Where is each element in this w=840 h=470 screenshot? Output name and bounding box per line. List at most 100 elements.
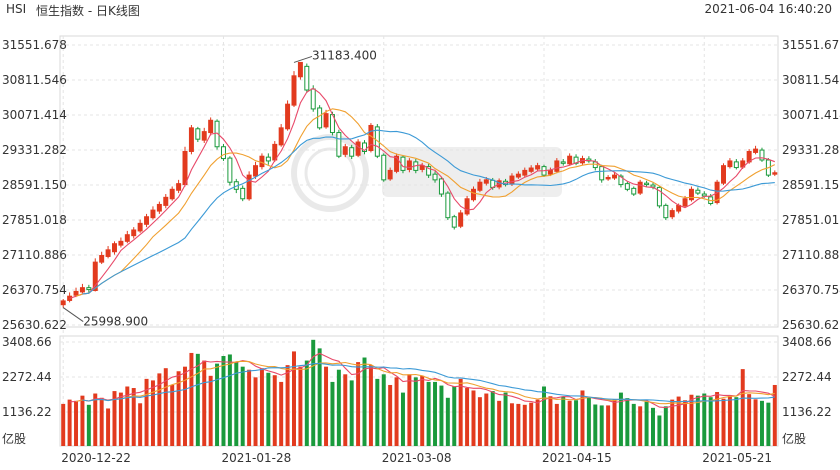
candle-body [265, 156, 271, 162]
candle-body [426, 166, 432, 176]
candle-body [285, 103, 291, 130]
price-tick-left: 25630.622 [2, 318, 67, 332]
candle-body [515, 173, 521, 178]
volume-bar [125, 386, 130, 446]
candle-body [637, 181, 643, 194]
candle-body [105, 249, 111, 257]
max-leader-line [293, 55, 313, 63]
volume-bar [644, 401, 649, 446]
volume-bar [618, 392, 623, 446]
candle-body [349, 147, 355, 157]
candle-body [432, 173, 438, 181]
price-tick-left: 28591.150 [2, 178, 67, 192]
volume-bar [170, 384, 175, 446]
volume-bar [61, 403, 66, 446]
candle-body [73, 290, 79, 296]
candle-body [753, 148, 759, 153]
volume-bar [349, 380, 354, 446]
candle-body [387, 169, 393, 180]
candle-body [156, 203, 162, 212]
volume-tick-right: 1136.22 [782, 405, 832, 419]
volume-unit-right: 亿股 [782, 431, 806, 446]
candle-body [124, 234, 130, 242]
volume-bar [734, 397, 739, 446]
volume-panel [59, 335, 779, 447]
volume-bar [400, 392, 405, 446]
volume-bar [702, 393, 707, 446]
price-tick-left: 27851.018 [2, 213, 67, 227]
candle-body [355, 141, 361, 156]
volume-bar [247, 369, 252, 446]
date-label: 2021-04-15 [542, 451, 612, 465]
price-tick-left: 30811.546 [2, 73, 67, 87]
candle-body [772, 172, 778, 175]
chart-name: 恒生指数 - 日K线图 [36, 4, 140, 18]
candle-body [176, 183, 182, 191]
candle-body [374, 126, 380, 157]
candle-body [451, 216, 457, 228]
volume-bar [272, 375, 277, 446]
candle-body [688, 188, 694, 201]
volume-bar [772, 384, 777, 446]
volume-bar [638, 406, 643, 446]
candle-body [759, 149, 765, 161]
volume-bar [586, 397, 591, 446]
volume-tick-left: 2272.44 [2, 370, 52, 384]
vol-ma20-line [82, 362, 775, 403]
price-tick-right: 31551.678 [782, 38, 840, 52]
candle-body [131, 229, 137, 237]
price-tick-left: 26370.754 [2, 283, 67, 297]
volume-bar [394, 377, 399, 446]
candle-body [201, 131, 207, 141]
volume-bar [259, 368, 264, 446]
candle-body [304, 65, 310, 91]
price-tick-right: 27110.886 [782, 248, 840, 262]
volume-bar [497, 400, 502, 446]
candle-body [567, 155, 573, 165]
ma10-line [75, 108, 776, 297]
candle-body [599, 166, 605, 181]
candle-body [605, 176, 611, 180]
candle-body [509, 175, 515, 185]
candle-body [554, 160, 560, 172]
volume-bar [86, 404, 91, 446]
volume-bar [580, 390, 585, 446]
candle-body [483, 179, 489, 184]
ma20-line [82, 129, 775, 295]
candle-body [656, 186, 662, 207]
volume-bar [106, 408, 111, 446]
vol-ma5-line [69, 352, 776, 409]
candle-body [336, 132, 342, 157]
volume-bar [683, 400, 688, 446]
price-tick-right: 29331.282 [782, 143, 840, 157]
candle-body [297, 61, 303, 78]
volume-bar [561, 396, 566, 446]
volume-bar [138, 403, 143, 446]
volume-bar [183, 366, 187, 446]
price-tick-left: 30071.414 [2, 108, 67, 122]
price-tick-right: 28591.150 [782, 178, 840, 192]
volume-bar [215, 363, 220, 446]
volume-bar [234, 362, 239, 446]
volume-bar [202, 360, 207, 446]
candle-body [438, 178, 444, 195]
candle-body [195, 128, 201, 140]
volume-bar [695, 395, 700, 446]
candle-body [137, 222, 143, 232]
candle-body [323, 113, 329, 128]
candle-body [464, 198, 470, 215]
volume-bar [93, 393, 98, 446]
volume-bar [343, 374, 348, 446]
volume-bar [285, 365, 290, 446]
volume-bar [503, 392, 508, 446]
volume-bar [208, 375, 213, 446]
volume-bar [253, 377, 258, 446]
candle-body [721, 165, 726, 184]
volume-bar [439, 385, 444, 446]
candle-body [733, 161, 739, 169]
volume-bar [715, 391, 720, 446]
volume-bar [112, 391, 117, 446]
volume-bar [721, 398, 726, 446]
candle-body [291, 75, 297, 106]
candle-body [60, 300, 66, 306]
